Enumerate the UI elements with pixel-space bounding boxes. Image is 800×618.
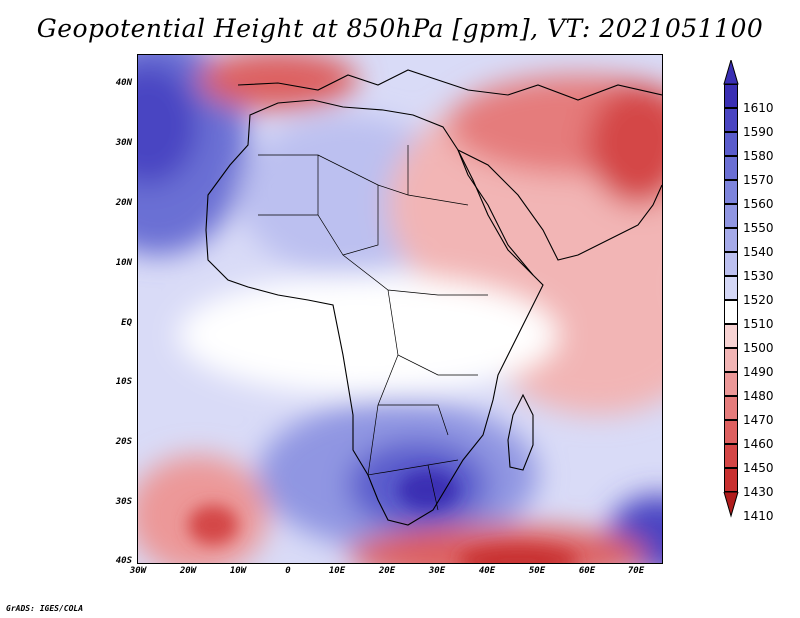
- colorbar-label: 1450: [743, 461, 774, 475]
- x-tick-label: 20E: [378, 566, 396, 576]
- colorbar-swatch: [724, 300, 738, 324]
- colorbar-label: 1590: [743, 125, 774, 139]
- colorbar-label: 1560: [743, 197, 774, 211]
- colorbar-bottom-arrow: [723, 492, 739, 518]
- southern-ocean-low-core: [458, 545, 578, 563]
- colorbar-label: 1550: [743, 221, 774, 235]
- x-tick-label: 50E: [528, 566, 546, 576]
- y-tick-label: 40S: [115, 556, 132, 566]
- red-sea-coastline: [457, 149, 534, 276]
- colorbar-swatch: [724, 252, 738, 276]
- colorbar-label: 1490: [743, 365, 774, 379]
- mediterranean-north-coastline: [237, 69, 662, 101]
- colorbar-swatch: [724, 372, 738, 396]
- borders: [258, 145, 488, 511]
- y-tick-label: 20N: [115, 198, 132, 208]
- colorbar-label: 1500: [743, 341, 774, 355]
- colorbar-swatch: [724, 180, 738, 204]
- x-tick-label: 30E: [428, 566, 446, 576]
- y-tick-label: 30S: [115, 497, 132, 507]
- map-title: Geopotential Height at 850hPa [gpm], VT:…: [36, 14, 764, 43]
- y-tick-label: 10S: [115, 377, 132, 387]
- colorbar-label: 1580: [743, 149, 774, 163]
- y-tick-label: 20S: [115, 437, 132, 447]
- x-tick-label: 70E: [627, 566, 645, 576]
- country-borders: [258, 145, 488, 511]
- equatorial-band: [178, 275, 558, 395]
- colorbar-bottom-arrow-shape: [723, 492, 739, 518]
- x-tick-label: 20W: [179, 566, 197, 576]
- colorbar-swatch: [724, 204, 738, 228]
- map-plot-area: [138, 55, 662, 563]
- coastlines: [205, 69, 662, 526]
- colorbar-swatch: [724, 108, 738, 132]
- colorbar-swatch: [724, 348, 738, 372]
- colorbar-swatch: [724, 468, 738, 492]
- geopotential-field: [138, 55, 662, 563]
- colorbar-label: 1460: [743, 437, 774, 451]
- map-frame: [137, 54, 663, 564]
- iran-low-core: [588, 85, 662, 205]
- colorbar-swatch: [724, 420, 738, 444]
- x-tick-label: 0: [285, 566, 291, 576]
- colorbar-label: 1610: [743, 101, 774, 115]
- colorbar-swatch: [724, 228, 738, 252]
- colorbar-label: 1410: [743, 509, 774, 523]
- colorbar-swatch: [724, 276, 738, 300]
- colorbar-label: 1470: [743, 413, 774, 427]
- colorbar-swatch: [724, 444, 738, 468]
- atlantic-high-core: [138, 65, 198, 185]
- madagascar-coastline: [507, 393, 534, 471]
- colorbar-swatch: [724, 84, 738, 108]
- colorbar-label: 1430: [743, 485, 774, 499]
- colorbar-top-arrow: [723, 60, 739, 85]
- colorbar-swatch: [724, 132, 738, 156]
- southern-ocean-low: [348, 525, 648, 563]
- colorbar-label: 1570: [743, 173, 774, 187]
- y-tick-label: 10N: [115, 258, 132, 268]
- high-max-core: [398, 470, 458, 510]
- y-tick-label: 40N: [115, 78, 132, 88]
- africa-coastline: [205, 99, 544, 526]
- colorbar-swatch: [724, 156, 738, 180]
- x-tick-label: 10E: [328, 566, 346, 576]
- south-atlantic-low-core: [188, 505, 238, 545]
- y-tick-label: EQ: [121, 318, 132, 328]
- x-tick-label: 60E: [578, 566, 596, 576]
- colorbar-label: 1480: [743, 389, 774, 403]
- colorbar-label: 1520: [743, 293, 774, 307]
- grads-credit: GrADS: IGES/COLA: [6, 604, 84, 613]
- colorbar-label: 1530: [743, 269, 774, 283]
- y-tick-label: 30N: [115, 138, 132, 148]
- colorbar-label: 1510: [743, 317, 774, 331]
- indian-ocean-region: [488, 255, 662, 415]
- colorbar-swatch: [724, 324, 738, 348]
- colorbar-swatch: [724, 396, 738, 420]
- x-tick-label: 30W: [129, 566, 147, 576]
- x-tick-label: 10W: [229, 566, 247, 576]
- x-tick-label: 40E: [478, 566, 496, 576]
- colorbar-label: 1540: [743, 245, 774, 259]
- arabia-coastline: [457, 149, 662, 261]
